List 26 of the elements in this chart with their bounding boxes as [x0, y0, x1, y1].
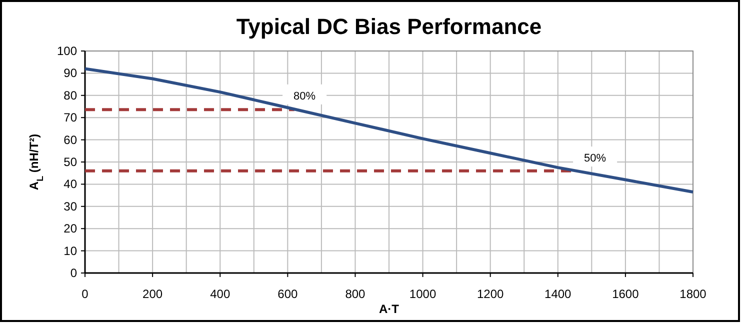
- x-tick-label: 1800: [680, 287, 707, 301]
- y-tick-label: 100: [56, 44, 78, 58]
- y-tick-label: 70: [64, 110, 78, 125]
- y-tick-label: 20: [64, 222, 78, 236]
- y-tick-label: 40: [64, 177, 78, 192]
- annotation: 80%: [294, 90, 316, 102]
- y-tick-label: 30: [64, 199, 78, 214]
- y-tick-label: 80: [64, 88, 78, 102]
- x-axis-title: A·T: [379, 302, 400, 316]
- x-tick-label: 600: [278, 287, 298, 301]
- y-tick-label: 50: [64, 155, 78, 169]
- x-tick-label: 400: [210, 287, 230, 301]
- x-tick-label: 1400: [544, 287, 572, 301]
- y-tick-label: 60: [64, 132, 78, 147]
- y-tick-label: 90: [64, 66, 78, 80]
- x-tick-label: 1600: [612, 287, 640, 301]
- y-tick-label: 0: [70, 266, 78, 280]
- line-series: [84, 67, 694, 194]
- y-tick-label: 10: [64, 244, 78, 258]
- x-tick-label: 800: [345, 287, 366, 301]
- annotation: 50%: [584, 152, 606, 165]
- x-tick-label: 0: [82, 287, 89, 301]
- x-tick-label: 200: [142, 287, 163, 301]
- x-tick-label: 1000: [409, 287, 436, 301]
- chart-title: Typical DC Bias Performance: [236, 14, 542, 39]
- x-tick-label: 1200: [476, 287, 504, 301]
